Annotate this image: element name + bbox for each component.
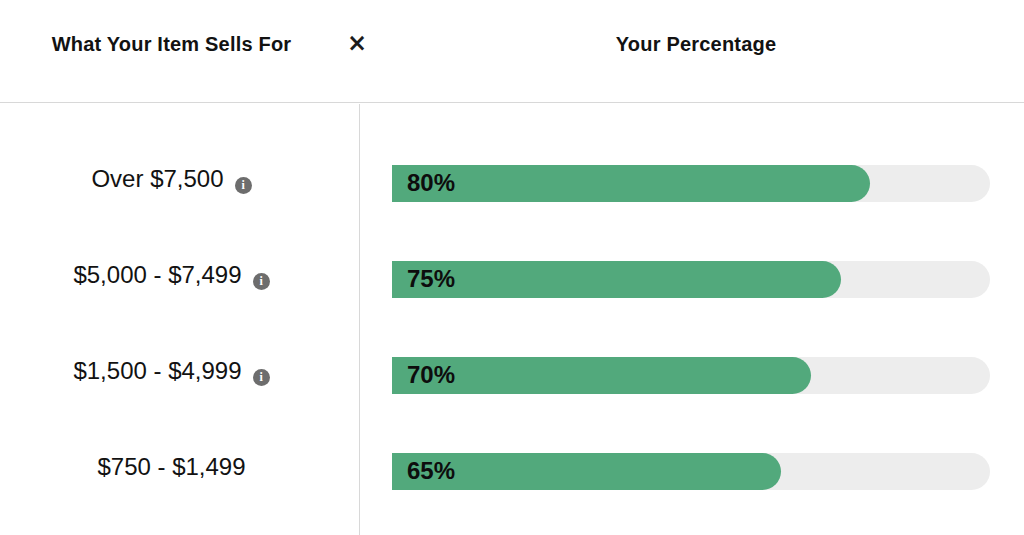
price-range-label: $1,500 - $4,999 <box>73 357 241 385</box>
column-divider <box>359 104 360 535</box>
commission-table: What Your Item Sells For Your Percentage… <box>0 0 1024 535</box>
price-range-cell: $1,500 - $4,999 i <box>0 361 359 389</box>
price-range-label: Over $7,500 <box>91 165 223 193</box>
header-cell-percentage: Your Percentage <box>359 0 1024 102</box>
info-icon[interactable]: i <box>235 177 252 194</box>
info-icon-glyph: i <box>259 275 262 287</box>
column-header-percentage: Your Percentage <box>616 33 776 56</box>
price-range-cell: Over $7,500 i <box>0 169 359 197</box>
bar-fill: 65% <box>392 453 781 490</box>
info-icon-glyph: i <box>259 371 262 383</box>
bar-percent-label: 70% <box>392 361 455 389</box>
price-range-cell: $750 - $1,499 i <box>0 457 359 485</box>
bar-percent-label: 75% <box>392 265 455 293</box>
bar-fill: 75% <box>392 261 841 298</box>
header-cell-item-price: What Your Item Sells For <box>0 0 359 102</box>
price-range-label: $750 - $1,499 <box>97 453 245 481</box>
bar-track: 75% <box>392 261 990 298</box>
bar-track: 80% <box>392 165 990 202</box>
percentage-bar-cell: 75% <box>359 261 1024 298</box>
table-row: $750 - $1,499 i 65% <box>0 423 1024 519</box>
bar-track: 70% <box>392 357 990 394</box>
column-header-item-price: What Your Item Sells For <box>52 33 292 56</box>
table-body: Over $7,500 i 80% $5,000 - $7,499 i 75% <box>0 103 1024 519</box>
bar-fill: 80% <box>392 165 870 202</box>
info-icon[interactable]: i <box>253 273 270 290</box>
table-row: $5,000 - $7,499 i 75% <box>0 231 1024 327</box>
info-icon[interactable]: i <box>253 369 270 386</box>
table-header: What Your Item Sells For Your Percentage <box>0 0 1024 103</box>
price-range-cell: $5,000 - $7,499 i <box>0 265 359 293</box>
table-row: Over $7,500 i 80% <box>0 135 1024 231</box>
bar-fill: 70% <box>392 357 811 394</box>
percentage-bar-cell: 65% <box>359 453 1024 490</box>
percentage-bar-cell: 80% <box>359 165 1024 202</box>
info-icon-glyph: i <box>241 179 244 191</box>
percentage-bar-cell: 70% <box>359 357 1024 394</box>
close-icon[interactable]: × <box>342 28 372 58</box>
price-range-label: $5,000 - $7,499 <box>73 261 241 289</box>
bar-percent-label: 65% <box>392 457 455 485</box>
bar-percent-label: 80% <box>392 169 455 197</box>
bar-track: 65% <box>392 453 990 490</box>
table-row: $1,500 - $4,999 i 70% <box>0 327 1024 423</box>
